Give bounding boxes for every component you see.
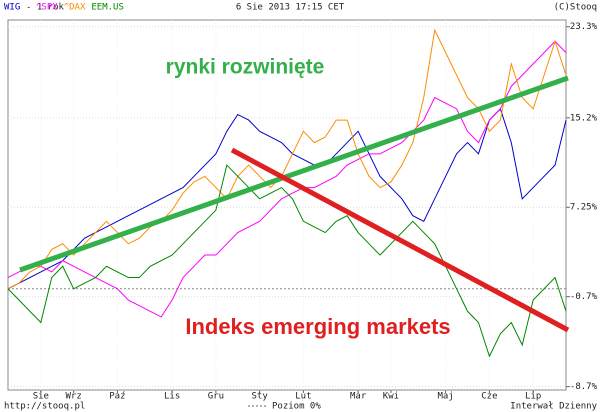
interval: Interwał Dzienny [510, 402, 597, 412]
legend-entry: ^SPX [36, 3, 58, 13]
x-tick-label: Kwi [383, 392, 399, 402]
x-tick-label: Mar [350, 392, 367, 402]
chart-title: - 1 rok [26, 3, 65, 13]
trend-line-emerging [230, 147, 570, 333]
copyright: (C)Stooq [554, 3, 597, 13]
series-line [7, 40, 567, 318]
series-line [7, 28, 567, 290]
date: 6 Sie 2013 17:15 CET [236, 3, 345, 13]
source: http://stooq.pl [4, 402, 85, 412]
trend-line-developed [19, 75, 569, 273]
legend: ^SPX ^DAX EEM.US [36, 3, 124, 13]
y-tick-label: -8.7% [570, 382, 598, 392]
y-tick-label: 7.25% [570, 203, 598, 213]
x-tick-label: Lis [164, 392, 180, 402]
legend-entry: ^DAX [64, 3, 86, 13]
series-line [7, 107, 567, 290]
x-tick-label: Gru [208, 392, 224, 402]
zero-line-label: Poziom 0% [272, 402, 321, 412]
x-tick-label: Sie [33, 392, 49, 402]
x-tick-label: Wrz [66, 392, 82, 402]
x-tick-label: Lut [295, 392, 311, 402]
x-tick-label: Maj [438, 392, 454, 402]
series-line [7, 164, 567, 358]
annotation: rynki rozwinięte [166, 56, 325, 79]
x-tick-label: Lip [525, 392, 541, 402]
grid [8, 20, 570, 393]
y-tick-label: 15.2% [570, 113, 598, 123]
x-tick-label: Sty [252, 392, 269, 402]
annotation: Indeks emerging markets [185, 314, 450, 339]
x-tick-label: Paź [109, 392, 125, 402]
lines [7, 28, 567, 358]
y-tick-label: 23.3% [570, 22, 598, 32]
legend-entry: WIG [4, 3, 20, 13]
y-tick-label: -0.7% [570, 292, 598, 302]
x-tick-label: Cze [481, 392, 497, 402]
legend-entry: EEM.US [91, 3, 124, 13]
plot-frame [7, 19, 567, 391]
